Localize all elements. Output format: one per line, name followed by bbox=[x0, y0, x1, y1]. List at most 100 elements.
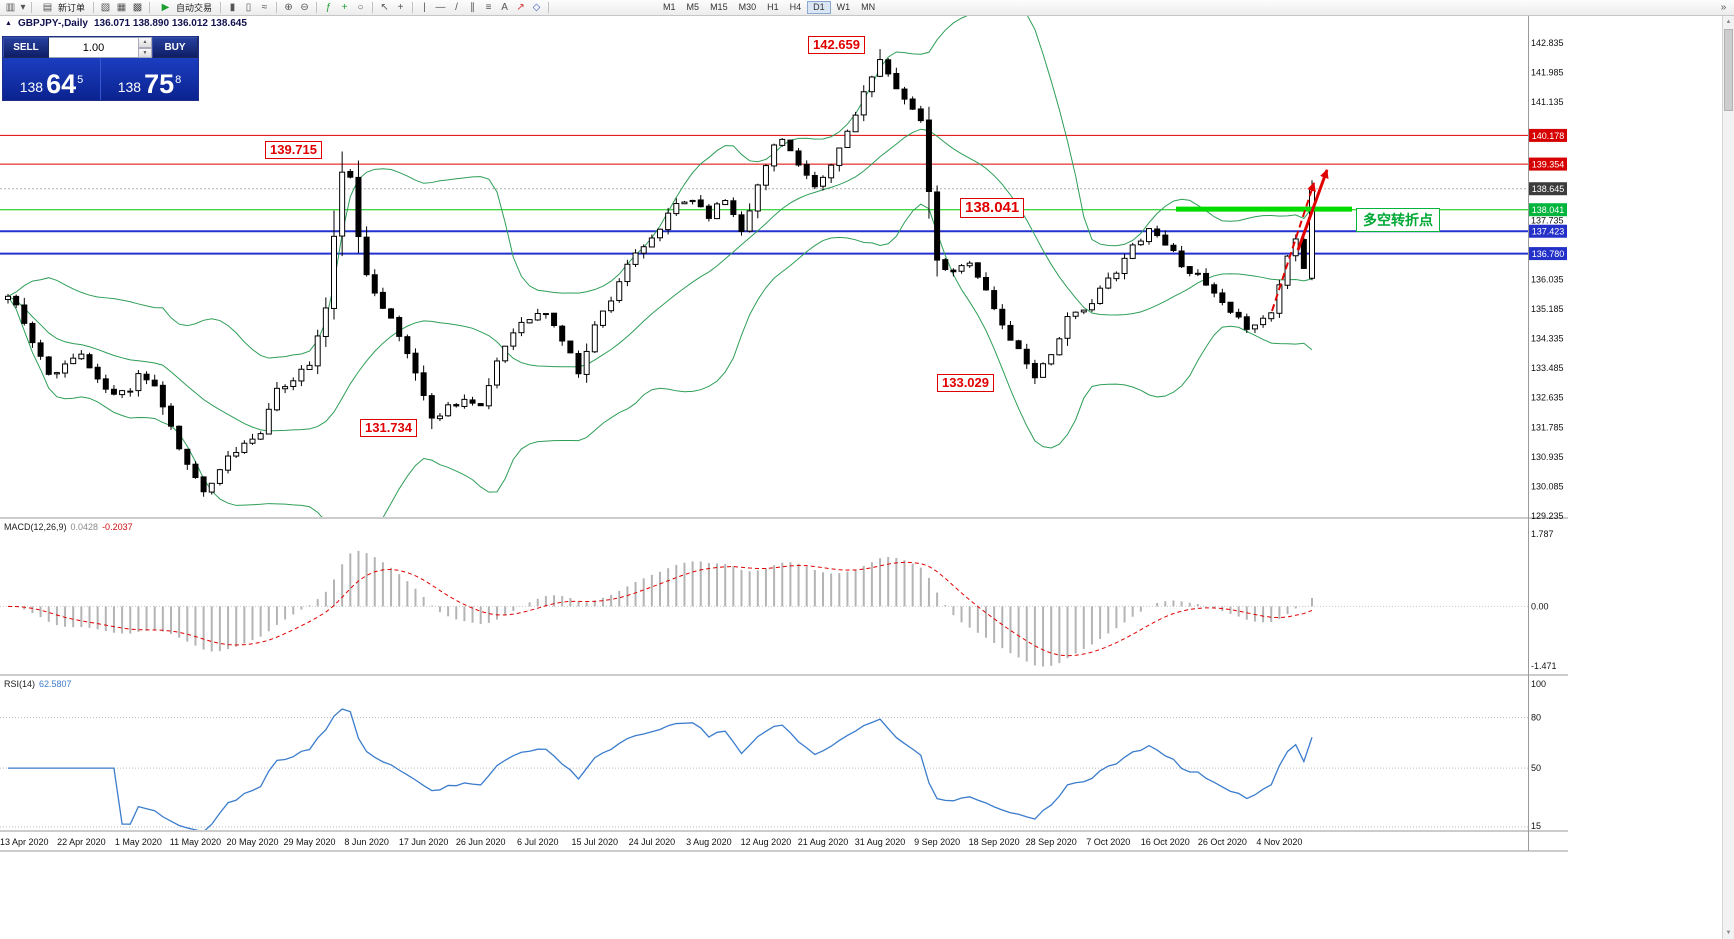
scroll-up-icon[interactable]: ▲ bbox=[1725, 19, 1732, 25]
timeframe-m15[interactable]: M15 bbox=[710, 2, 728, 12]
price-badge bbox=[1529, 128, 1567, 142]
price-badge-label: 136.780 bbox=[1532, 249, 1565, 259]
date-label: 9 Sep 2020 bbox=[914, 837, 960, 847]
add-indicator-icon[interactable]: + bbox=[341, 2, 348, 13]
volume-up-button[interactable]: ▲ bbox=[138, 37, 152, 48]
toolbar-overflow-icon[interactable]: » bbox=[1720, 2, 1727, 13]
toolbar-separator bbox=[372, 2, 374, 13]
timeframe-mn[interactable]: MN bbox=[861, 2, 876, 12]
vertical-scrollbar[interactable]: ▲ ▼ bbox=[1722, 16, 1734, 939]
crosshair-icon[interactable]: + bbox=[397, 2, 404, 13]
timeframe-m5[interactable]: M5 bbox=[686, 2, 700, 12]
horizontal-line-tool-icon[interactable]: — bbox=[435, 2, 446, 13]
auto-trading-button[interactable]: ▶ 自动交易 bbox=[154, 1, 216, 14]
arrow-tool-icon[interactable]: ↗ bbox=[516, 2, 525, 13]
trendline-tool-icon[interactable]: / bbox=[455, 2, 458, 13]
sell-button[interactable]: SELL bbox=[3, 37, 49, 58]
price-annotation[interactable]: 133.029 bbox=[937, 374, 994, 392]
sell-price-display[interactable]: 138 64 5 bbox=[3, 58, 100, 100]
collapse-panel-icon[interactable]: ▲ bbox=[5, 20, 12, 27]
trend-arrow[interactable] bbox=[1271, 182, 1316, 312]
one-click-trading-panel: SELL ▲ ▼ BUY 138 64 5 138 75 8 bbox=[2, 36, 199, 101]
date-label: 20 May 2020 bbox=[226, 837, 278, 847]
macd-histogram bbox=[15, 550, 1313, 667]
date-label: 3 Aug 2020 bbox=[686, 837, 732, 847]
toolbar-separator bbox=[31, 2, 32, 13]
new-order-button[interactable]: ▤ 新订单 bbox=[36, 1, 89, 14]
zoom-out-icon[interactable]: ⊖ bbox=[300, 2, 309, 13]
rsi-value: 62.5807 bbox=[39, 679, 72, 689]
price-tick-label: 132.635 bbox=[1531, 393, 1564, 403]
main-toolbar: ▥ ▾ ▤ 新订单 ▧ ▦ ▩ ▶ 自动交易 ▮ ▯ ≈ ⊕ ⊖ ƒ + ○ ↖… bbox=[0, 0, 1734, 16]
cascade-windows-icon[interactable]: ▧ bbox=[100, 2, 111, 13]
date-label: 26 Oct 2020 bbox=[1198, 837, 1247, 847]
channel-tool-icon[interactable]: ∥ bbox=[470, 2, 476, 13]
price-badge-label: 138.041 bbox=[1532, 205, 1565, 215]
date-label: 15 Jul 2020 bbox=[572, 837, 619, 847]
toolbar-separator bbox=[548, 2, 550, 13]
main-price-pane bbox=[0, 16, 1528, 517]
scroll-down-icon[interactable]: ▼ bbox=[1725, 930, 1732, 936]
timeframe-h1[interactable]: H1 bbox=[767, 2, 779, 12]
indicators-icon[interactable]: ƒ bbox=[325, 2, 332, 13]
buy-price-display[interactable]: 138 75 8 bbox=[100, 58, 198, 100]
price-annotation[interactable]: 139.715 bbox=[265, 141, 322, 159]
price-tick-label: 129.235 bbox=[1531, 511, 1564, 521]
scrollbar-thumb[interactable] bbox=[1724, 29, 1733, 111]
date-label: 12 Aug 2020 bbox=[741, 837, 792, 847]
volume-spinner: ▲ ▼ bbox=[138, 37, 152, 58]
shapes-tool-icon[interactable]: ◇ bbox=[532, 2, 541, 13]
volume-input[interactable] bbox=[49, 37, 138, 58]
volume-down-button[interactable]: ▼ bbox=[138, 47, 152, 58]
turning-point-note[interactable]: 多空转折点 bbox=[1356, 208, 1440, 232]
timeframe-w1[interactable]: W1 bbox=[836, 2, 851, 12]
timeframe-m30[interactable]: M30 bbox=[738, 2, 757, 12]
timeframe-h4[interactable]: H4 bbox=[789, 2, 802, 12]
new-chart-icon[interactable]: ▥ bbox=[5, 2, 16, 13]
rsi-scale-label: 100 bbox=[1531, 679, 1546, 689]
price-tick-label: 137.735 bbox=[1531, 215, 1564, 225]
cursor-icon[interactable]: ↖ bbox=[380, 2, 389, 13]
timeframe-m1[interactable]: M1 bbox=[663, 2, 676, 12]
date-label: 17 Jun 2020 bbox=[399, 837, 449, 847]
price-badge bbox=[1529, 247, 1567, 261]
price-annotation[interactable]: 142.659 bbox=[808, 36, 865, 54]
date-label: 24 Jul 2020 bbox=[629, 837, 676, 847]
price-badge bbox=[1529, 157, 1567, 171]
buy-button[interactable]: BUY bbox=[152, 37, 198, 58]
date-label: 4 Nov 2020 bbox=[1256, 837, 1302, 847]
price-axis[interactable]: 142.835 141.985 141.135 137.735 136.035 135.1… bbox=[1529, 38, 1567, 831]
fibonacci-tool-icon[interactable]: ≡ bbox=[485, 2, 492, 13]
ohlc-readout: 136.071 138.890 136.012 138.645 bbox=[93, 18, 247, 29]
buy-price-point: 8 bbox=[175, 74, 182, 86]
horizontal-price-lines bbox=[0, 134, 1528, 255]
macd-pane bbox=[0, 550, 1528, 667]
market-watch-icon[interactable]: ▩ bbox=[132, 2, 143, 13]
line-chart-icon[interactable]: ≈ bbox=[261, 2, 268, 13]
date-label: 6 Jul 2020 bbox=[517, 837, 559, 847]
text-tool-icon[interactable]: A bbox=[501, 2, 508, 13]
price-tick-label: 141.985 bbox=[1531, 68, 1564, 78]
candlestick-chart-icon[interactable]: ▯ bbox=[245, 2, 252, 13]
cycles-icon[interactable]: ○ bbox=[357, 2, 364, 13]
tile-windows-icon[interactable]: ▦ bbox=[116, 2, 127, 13]
price-annotation[interactable]: 138.041 bbox=[960, 198, 1025, 218]
trend-arrow[interactable] bbox=[1296, 169, 1329, 251]
vertical-line-tool-icon[interactable]: | bbox=[423, 2, 426, 13]
rsi-scale-label: 15 bbox=[1531, 821, 1541, 831]
macd-label: MACD(12,26,9) 0.0428 -0.2037 bbox=[4, 522, 133, 532]
timeframe-d1[interactable]: D1 bbox=[807, 1, 831, 14]
buy-price-main: 138 bbox=[117, 79, 142, 95]
toolbar-separator bbox=[276, 2, 278, 13]
zoom-in-icon[interactable]: ⊕ bbox=[284, 2, 293, 13]
time-axis[interactable]: 13 Apr 2020 22 Apr 2020 1 May 2020 11 May 2… bbox=[0, 837, 1302, 847]
date-label: 21 Aug 2020 bbox=[798, 837, 849, 847]
bar-chart-icon[interactable]: ▮ bbox=[229, 2, 236, 13]
price-tick-label: 130.935 bbox=[1531, 452, 1564, 462]
price-annotation[interactable]: 131.734 bbox=[360, 419, 417, 437]
profiles-dropdown-icon[interactable]: ▾ bbox=[20, 2, 26, 13]
date-label: 31 Aug 2020 bbox=[855, 837, 906, 847]
price-badge-label: 140.178 bbox=[1532, 131, 1565, 141]
